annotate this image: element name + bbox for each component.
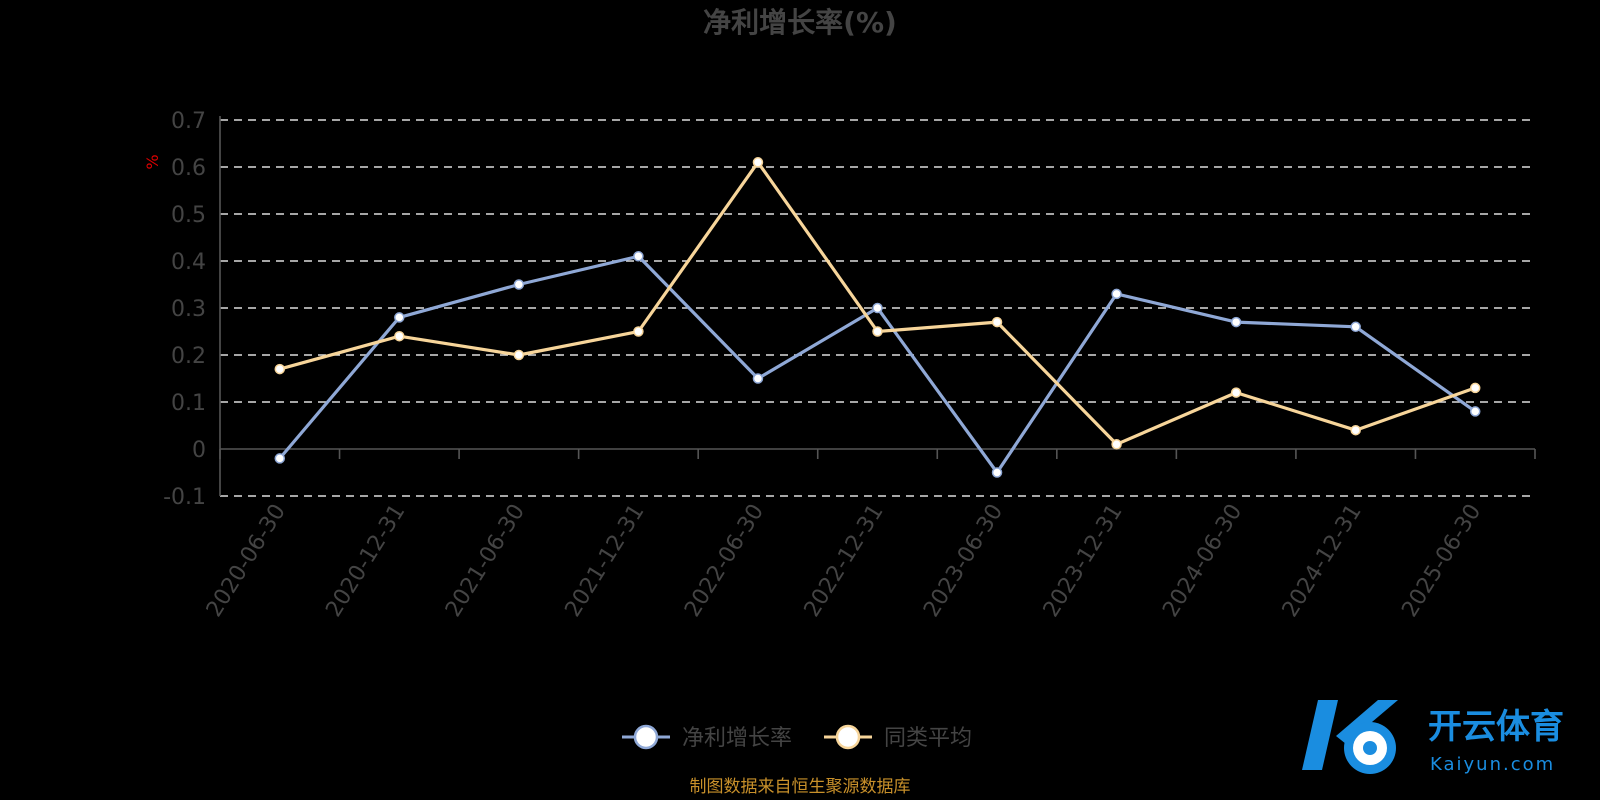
- data-point: [633, 251, 644, 262]
- data-point: [394, 330, 405, 342]
- y-axis-unit: %: [143, 154, 162, 169]
- y-tick-label: 0.3: [171, 297, 206, 322]
- data-point: [274, 363, 286, 375]
- data-point: [513, 349, 525, 361]
- series-1: [274, 251, 1481, 478]
- y-tick-label: 0: [192, 438, 206, 463]
- series-2: [274, 157, 1481, 450]
- x-tick-label: 2024-12-31: [1278, 500, 1367, 622]
- data-point: [633, 326, 644, 337]
- x-tick-label: 2022-06-30: [680, 500, 769, 622]
- data-point: [872, 302, 883, 314]
- data-point: [274, 453, 286, 464]
- series-line: [278, 254, 1477, 475]
- grid-lines: [220, 119, 1535, 497]
- y-tick-label: 0.4: [171, 250, 206, 275]
- data-point: [513, 279, 525, 290]
- legend-label: 同类平均: [884, 726, 972, 751]
- data-point: [991, 467, 1003, 478]
- y-tick-label: 0.2: [171, 344, 206, 369]
- x-tick-label: 2022-12-31: [800, 500, 889, 622]
- legend-item[interactable]: 净利增长率: [622, 724, 792, 751]
- x-tick-label: 2023-06-30: [919, 500, 1008, 622]
- y-tick-label: 0.6: [171, 156, 206, 181]
- watermark-brand: 开云体育: [1428, 707, 1564, 747]
- data-point: [1111, 439, 1122, 450]
- series-lines: [274, 157, 1481, 478]
- y-tick-label: -0.1: [163, 485, 206, 510]
- data-point: [1350, 424, 1361, 436]
- legend-label: 净利增长率: [682, 726, 792, 751]
- data-point: [394, 312, 405, 323]
- data-point: [1350, 321, 1361, 333]
- k-ball-logo-icon: [1302, 700, 1398, 774]
- x-tick-label: 2021-06-30: [441, 500, 530, 622]
- data-point: [1111, 288, 1122, 300]
- legend-marker: [633, 724, 659, 750]
- data-point: [752, 157, 764, 168]
- data-source-note: 制图数据来自恒生聚源数据库: [690, 777, 911, 797]
- data-point: [752, 373, 764, 384]
- y-tick-label: 0.7: [171, 109, 206, 134]
- watermark-logo: 开云体育 Kaiyun.com: [1302, 700, 1564, 775]
- legend[interactable]: 净利增长率 同类平均: [622, 724, 972, 751]
- legend-marker: [835, 724, 861, 750]
- x-tick-label: 2025-06-30: [1397, 500, 1486, 622]
- data-point: [1230, 316, 1242, 328]
- x-tick-label: 2021-12-31: [561, 500, 650, 622]
- chart-title: 净利增长率(%): [703, 6, 897, 39]
- x-tick-label: 2020-12-31: [321, 500, 410, 622]
- data-point: [991, 316, 1003, 328]
- data-point: [1469, 382, 1481, 394]
- watermark-domain: Kaiyun.com: [1430, 754, 1555, 775]
- data-point: [1230, 387, 1242, 398]
- x-tick-label: 2020-06-30: [202, 500, 291, 622]
- y-tick-label: 0.5: [171, 203, 206, 228]
- y-tick-label: 0.1: [171, 391, 206, 416]
- legend-item[interactable]: 同类平均: [824, 724, 972, 751]
- data-point: [872, 326, 883, 337]
- x-tick-label: 2024-06-30: [1158, 500, 1247, 622]
- x-tick-label: 2023-12-31: [1039, 500, 1128, 622]
- data-point: [1469, 406, 1481, 417]
